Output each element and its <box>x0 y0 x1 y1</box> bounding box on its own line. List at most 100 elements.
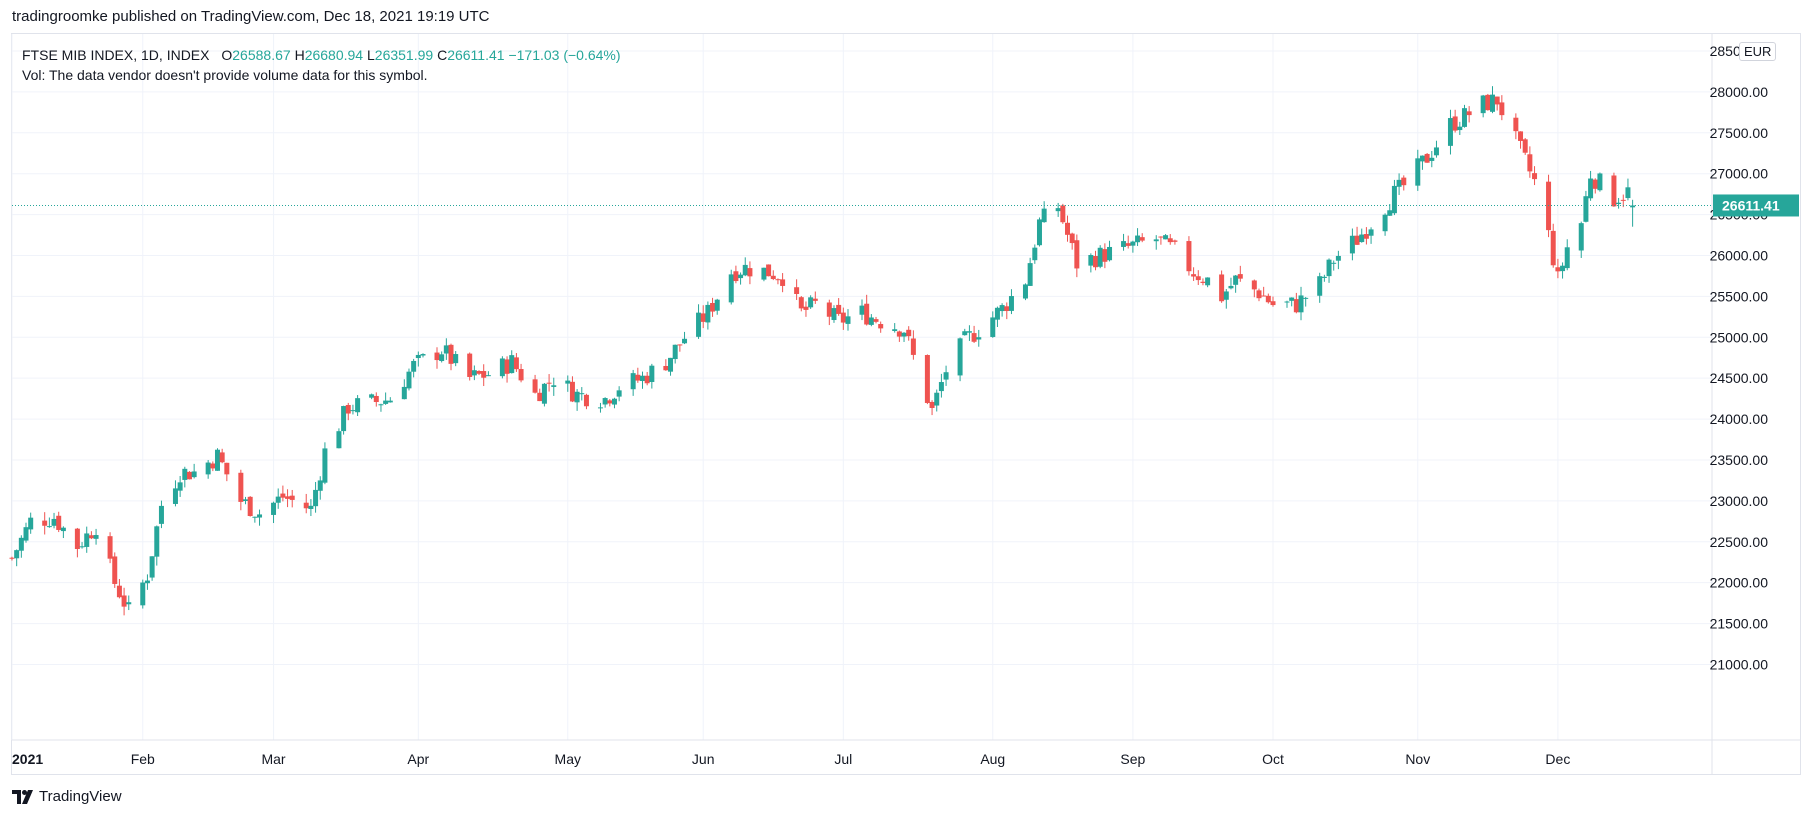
candle <box>710 297 716 317</box>
time-axis[interactable]: 2021 Feb Mar Apr May Jun Jul Aug Sep Oct Nov Dec <box>12 751 1570 767</box>
candle <box>546 374 552 392</box>
candle <box>1433 140 1439 158</box>
candle-body <box>761 267 767 280</box>
candle <box>766 264 772 277</box>
candle-body <box>934 392 940 406</box>
candle-body <box>56 515 62 530</box>
currency-badge[interactable]: EUR <box>1739 42 1777 61</box>
candle <box>1616 197 1622 209</box>
volume-note: Vol: The data vendor doesn't provide vol… <box>22 67 428 83</box>
candle <box>583 393 589 410</box>
candle-body <box>1237 274 1243 279</box>
candle <box>896 330 902 342</box>
candle <box>1532 166 1538 186</box>
candle-body <box>336 431 342 449</box>
candle-body <box>518 369 524 381</box>
candle <box>1153 235 1159 250</box>
candle-body <box>485 375 491 377</box>
candle <box>243 496 249 505</box>
candle <box>420 353 426 358</box>
candle-body <box>714 299 720 311</box>
candle-body <box>733 271 739 282</box>
candle-body <box>214 449 220 471</box>
candle-body <box>1102 249 1108 262</box>
candle-body <box>840 312 846 323</box>
candle-body <box>1326 259 1332 277</box>
candle-body <box>420 354 426 356</box>
tradingview-brand[interactable]: TradingView <box>12 788 122 805</box>
candle-body <box>499 358 505 377</box>
candle <box>1027 257 1033 286</box>
candle <box>602 397 608 408</box>
candle <box>313 481 319 513</box>
candle-body <box>700 313 706 322</box>
candle-body <box>1485 94 1491 111</box>
candle <box>1597 172 1603 192</box>
candle-body <box>9 557 15 559</box>
candle-body <box>901 332 907 337</box>
symbol-title[interactable]: FTSE MIB INDEX, 1D, INDEX <box>22 47 210 63</box>
candle-body <box>383 400 389 404</box>
candle-body <box>812 298 818 301</box>
candle-body <box>84 533 90 547</box>
candle-body <box>1555 267 1561 272</box>
candle-body <box>1004 306 1010 312</box>
candle <box>616 386 622 402</box>
candle-body <box>990 317 996 337</box>
candle <box>504 356 510 383</box>
candle <box>1485 93 1491 111</box>
candle-body <box>766 264 772 277</box>
candle-body <box>1513 117 1519 132</box>
candle <box>336 428 342 449</box>
candle-body <box>1284 301 1290 303</box>
price-tick-label: 28000.00 <box>1710 84 1769 100</box>
candle <box>1588 170 1594 201</box>
low-label: L <box>366 47 375 63</box>
candle-body <box>481 371 487 378</box>
candle-body <box>1335 255 1341 261</box>
candle-body <box>836 304 842 314</box>
candle-body <box>285 496 291 499</box>
candle-body <box>668 357 674 372</box>
candle <box>663 359 669 371</box>
candle-body <box>770 275 776 280</box>
candle <box>775 278 781 285</box>
candle-body <box>182 468 188 480</box>
current-price-label: 26611.41 <box>1722 197 1780 213</box>
candle-body <box>565 380 571 384</box>
candle-body <box>18 537 24 551</box>
brand-name: TradingView <box>39 788 122 805</box>
candle <box>443 338 449 360</box>
candle <box>728 269 734 305</box>
candle-body <box>313 489 319 507</box>
candle <box>990 311 996 338</box>
candle <box>308 499 314 517</box>
candle-body <box>28 517 34 530</box>
candle-body <box>1270 301 1276 306</box>
candle-body <box>705 304 711 323</box>
candle-body <box>1499 102 1505 116</box>
candle <box>214 448 220 471</box>
candle-body <box>1433 147 1439 156</box>
candle-body <box>1251 280 1257 290</box>
candle <box>1625 178 1631 201</box>
candle-body <box>873 319 879 322</box>
candle-body <box>448 344 454 364</box>
candle <box>1387 203 1393 216</box>
candle <box>1396 173 1402 195</box>
candles <box>9 86 1636 616</box>
candle-body <box>532 379 538 393</box>
tradingview-logo-icon <box>12 789 33 804</box>
candle-body <box>551 385 557 387</box>
candle <box>1354 226 1360 245</box>
candle <box>831 305 837 323</box>
candle <box>116 579 122 599</box>
candle-body <box>149 556 155 578</box>
candle <box>1139 233 1145 243</box>
price-tick-label: 27500.00 <box>1710 125 1769 141</box>
candle-body <box>243 499 249 501</box>
candle-body <box>1219 274 1225 302</box>
price-axis[interactable]: 21000.00 21500.00 22000.00 22500.00 23000.00… <box>1710 43 1769 672</box>
candle-body <box>1130 241 1136 246</box>
